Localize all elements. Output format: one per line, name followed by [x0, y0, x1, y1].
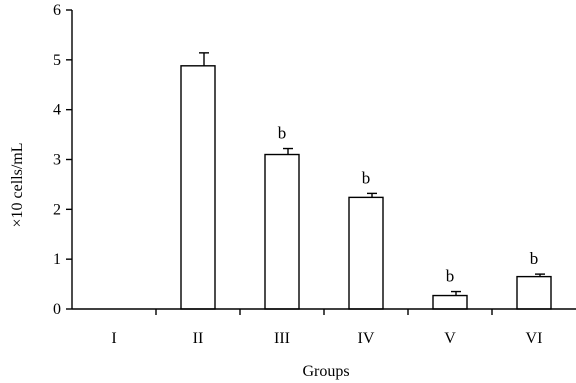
y-tick-label: 4	[53, 102, 61, 119]
x-axis-ticks: I II III IV V VI	[111, 309, 542, 347]
bars: b b b b	[180, 52, 552, 310]
y-tick-label: 6	[53, 2, 61, 19]
bar	[180, 65, 216, 310]
bar-group-II	[180, 52, 216, 310]
x-tick-label-V: V	[444, 330, 456, 347]
bar	[264, 153, 300, 310]
bar-group-V: b	[432, 267, 468, 310]
bar	[432, 294, 468, 310]
y-tick-label: 3	[53, 152, 61, 169]
x-tick-label-III: III	[274, 330, 290, 347]
bar-group-III: b	[264, 124, 300, 310]
y-tick-label: 2	[53, 201, 61, 218]
bar	[516, 275, 552, 310]
bar-significance-label: b	[446, 267, 455, 286]
bar-significance-label: b	[362, 168, 371, 187]
bar-group-VI: b	[516, 249, 552, 310]
y-axis-title: ×10 cells/mL	[9, 142, 26, 227]
bar-significance-label: b	[530, 249, 539, 268]
x-axis-title: Groups	[302, 363, 349, 380]
x-tick-label-II: II	[193, 330, 204, 347]
bar	[348, 196, 384, 310]
y-tick-label: 0	[53, 301, 61, 318]
y-tick-label: 1	[53, 251, 61, 268]
x-tick-label-I: I	[111, 330, 116, 347]
x-tick-label-VI: VI	[526, 330, 543, 347]
x-tick-label-IV: IV	[358, 330, 375, 347]
bar-significance-label: b	[278, 124, 287, 143]
y-tick-label: 5	[53, 52, 61, 69]
bar-group-IV: b	[348, 168, 384, 310]
y-axis-ticks: 0 1 2 3 4 5 6	[53, 2, 72, 318]
